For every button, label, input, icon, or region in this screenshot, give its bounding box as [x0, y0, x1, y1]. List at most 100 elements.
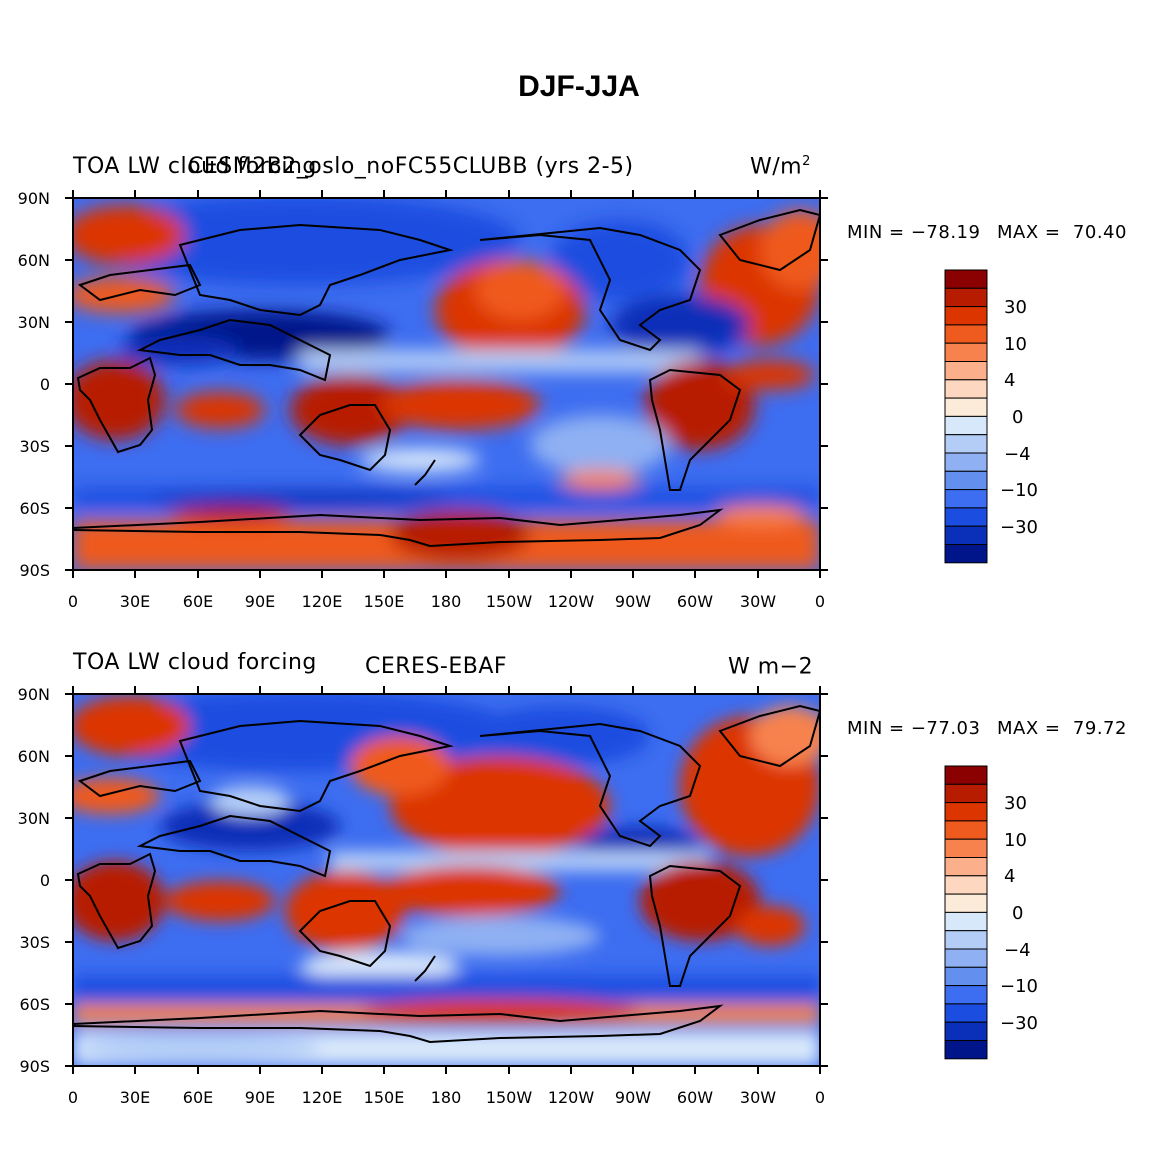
colorbar-block	[944, 361, 988, 381]
colorbar-block	[944, 434, 988, 454]
colorbar-block	[944, 379, 988, 399]
lat-tick-label: 60S	[19, 499, 50, 518]
lat-tick-label: 30S	[19, 437, 50, 456]
lon-tick-label: 30W	[740, 1088, 776, 1107]
map-plot: 90N 60N 30N 0 30S 60S 90S 0 30E 60E 90E …	[18, 190, 828, 611]
colorbar-block	[944, 306, 988, 326]
lon-tick-label: 150W	[486, 592, 533, 611]
max-value: MAX = 70.40	[997, 222, 1127, 243]
colorbar-block	[944, 911, 988, 932]
colorbar-block	[944, 1021, 988, 1042]
lon-tick-label: 60E	[183, 592, 213, 611]
lon-tick-label: 90W	[615, 592, 651, 611]
cloud-forcing-field	[73, 198, 820, 570]
lat-tick-label: 90S	[19, 561, 50, 580]
lon-tick-label: 180	[431, 592, 462, 611]
lon-tick-label: 150W	[486, 1088, 533, 1107]
colorbar-block	[944, 875, 988, 895]
colorbar-label: −4	[1004, 940, 1031, 961]
colorbar-label: −30	[1000, 517, 1038, 538]
lon-tick-label: 60W	[677, 592, 713, 611]
lon-tick-label: 60E	[183, 1088, 213, 1107]
coastlines	[73, 208, 820, 548]
axis-ticks	[65, 190, 828, 578]
panel-center-label: CERES-EBAF	[365, 654, 508, 679]
lon-tick-label: 30E	[120, 1088, 150, 1107]
colorbar-label: 10	[1004, 334, 1027, 355]
colorbar: 30 10 4 0 −4 −10 −30	[944, 269, 1038, 564]
colorbar-block	[944, 857, 988, 877]
lon-tick-label: 90E	[245, 592, 275, 611]
lon-tick-label: 0	[68, 592, 78, 611]
colorbar-block	[944, 802, 988, 822]
lon-tick-label: 120W	[548, 592, 595, 611]
colorbar-block	[944, 470, 988, 491]
colorbar-label: −10	[1000, 976, 1038, 997]
lon-tick-label: 120W	[548, 1088, 595, 1107]
lat-tick-label: 60N	[18, 251, 50, 270]
colorbar-block	[944, 985, 988, 1005]
lon-tick-label: 0	[68, 1088, 78, 1107]
colorbar-label: −30	[1000, 1013, 1038, 1034]
figure-title: DJF-JJA	[518, 70, 640, 103]
colorbar-blocks	[944, 269, 988, 564]
lon-tick-label: 150E	[364, 1088, 405, 1107]
axis-ticks	[65, 686, 828, 1074]
colorbar-block	[944, 269, 988, 289]
colorbar-label: −10	[1000, 480, 1038, 501]
lon-tick-label: 90W	[615, 1088, 651, 1107]
panel-center-label: CESM2B2_oslo_noFC55CLUBB (yrs 2-5)	[188, 154, 634, 179]
panel-left-label: TOA LW cloud forcing	[73, 154, 317, 179]
colorbar-block	[944, 1040, 988, 1060]
colorbar-label: 4	[1004, 866, 1015, 887]
min-value: MIN = −78.19	[847, 222, 981, 243]
lon-tick-label: 30E	[120, 592, 150, 611]
max-value: MAX = 79.72	[997, 718, 1127, 739]
lat-tick-label: 90N	[18, 686, 50, 704]
colorbar-block	[944, 452, 988, 472]
colorbar-block	[944, 397, 988, 417]
colorbar-block	[944, 544, 988, 564]
colorbar-block	[944, 948, 988, 968]
lon-tick-label: 180	[431, 1088, 462, 1107]
lon-tick-label: 120E	[302, 592, 343, 611]
lat-tick-label: 0	[40, 871, 50, 890]
lat-tick-label: 30N	[18, 809, 50, 828]
coastlines	[73, 704, 820, 1044]
lon-tick-label: 120E	[302, 1088, 343, 1107]
lat-tick-label: 60N	[18, 747, 50, 766]
cloud-forcing-field	[73, 694, 820, 1066]
colorbar-label: 30	[1004, 793, 1027, 814]
lon-tick-label: 0	[815, 1088, 825, 1107]
lat-tick-label: 90S	[19, 1057, 50, 1076]
colorbar-label: 4	[1004, 370, 1015, 391]
panel-left-label: TOA LW cloud forcing	[73, 650, 317, 675]
map-plot: 90N 60N 30N 0 30S 60S 90S 0 30E 60E 90E …	[18, 686, 828, 1107]
colorbar-label: −4	[1004, 444, 1031, 465]
colorbar-block	[944, 287, 988, 308]
lon-tick-label: 60W	[677, 1088, 713, 1107]
colorbar-block	[944, 783, 988, 804]
colorbar-label: 0	[1012, 407, 1023, 428]
colorbar-block	[944, 966, 988, 987]
panel-units: W m−2	[728, 654, 814, 680]
colorbar-block	[944, 893, 988, 913]
colorbar-block	[944, 930, 988, 950]
colorbar-block	[944, 324, 988, 344]
lat-tick-label: 60S	[19, 995, 50, 1014]
panel-model: TOA LW cloud forcing CESM2B2_oslo_noFC55…	[0, 150, 1158, 650]
panel-units: W/m2	[750, 154, 811, 180]
colorbar: 30 10 4 0 −4 −10 −30	[944, 765, 1038, 1060]
colorbar-block	[944, 415, 988, 436]
colorbar-block	[944, 765, 988, 785]
colorbar-block	[944, 1003, 988, 1023]
lat-tick-label: 30S	[19, 933, 50, 952]
lon-tick-label: 150E	[364, 592, 405, 611]
lat-tick-label: 0	[40, 375, 50, 394]
lat-tick-label: 90N	[18, 190, 50, 208]
lon-tick-label: 0	[815, 592, 825, 611]
colorbar-block	[944, 525, 988, 546]
min-value: MIN = −77.03	[847, 718, 981, 739]
lon-tick-label: 90E	[245, 1088, 275, 1107]
colorbar-block	[944, 489, 988, 509]
